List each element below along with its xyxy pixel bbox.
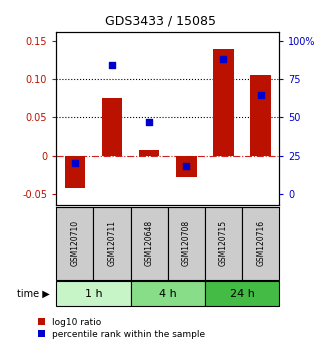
Text: GSM120716: GSM120716 <box>256 220 265 267</box>
Text: GSM120711: GSM120711 <box>108 221 117 266</box>
Point <box>72 160 77 166</box>
Point <box>258 92 263 97</box>
Text: 4 h: 4 h <box>159 289 177 299</box>
Bar <box>131 281 205 306</box>
Point <box>147 119 152 125</box>
Point <box>221 57 226 62</box>
Bar <box>205 207 242 280</box>
Legend: log10 ratio, percentile rank within the sample: log10 ratio, percentile rank within the … <box>36 316 207 340</box>
Text: GSM120708: GSM120708 <box>182 220 191 267</box>
Text: GDS3433 / 15085: GDS3433 / 15085 <box>105 14 216 27</box>
Bar <box>205 281 279 306</box>
Bar <box>56 207 93 280</box>
Bar <box>250 75 271 156</box>
Text: 24 h: 24 h <box>230 289 255 299</box>
Bar <box>56 281 131 306</box>
Point <box>109 63 115 68</box>
Bar <box>131 207 168 280</box>
Bar <box>102 98 122 156</box>
Bar <box>93 207 131 280</box>
Text: time ▶: time ▶ <box>17 289 50 299</box>
Point <box>184 164 189 169</box>
Text: GSM120648: GSM120648 <box>145 220 154 267</box>
Bar <box>213 48 234 156</box>
Bar <box>176 156 196 177</box>
Text: GSM120715: GSM120715 <box>219 220 228 267</box>
Text: 1 h: 1 h <box>84 289 102 299</box>
Bar <box>65 156 85 188</box>
Text: GSM120710: GSM120710 <box>70 220 79 267</box>
Bar <box>139 150 159 156</box>
Bar <box>242 207 279 280</box>
Bar <box>168 207 205 280</box>
